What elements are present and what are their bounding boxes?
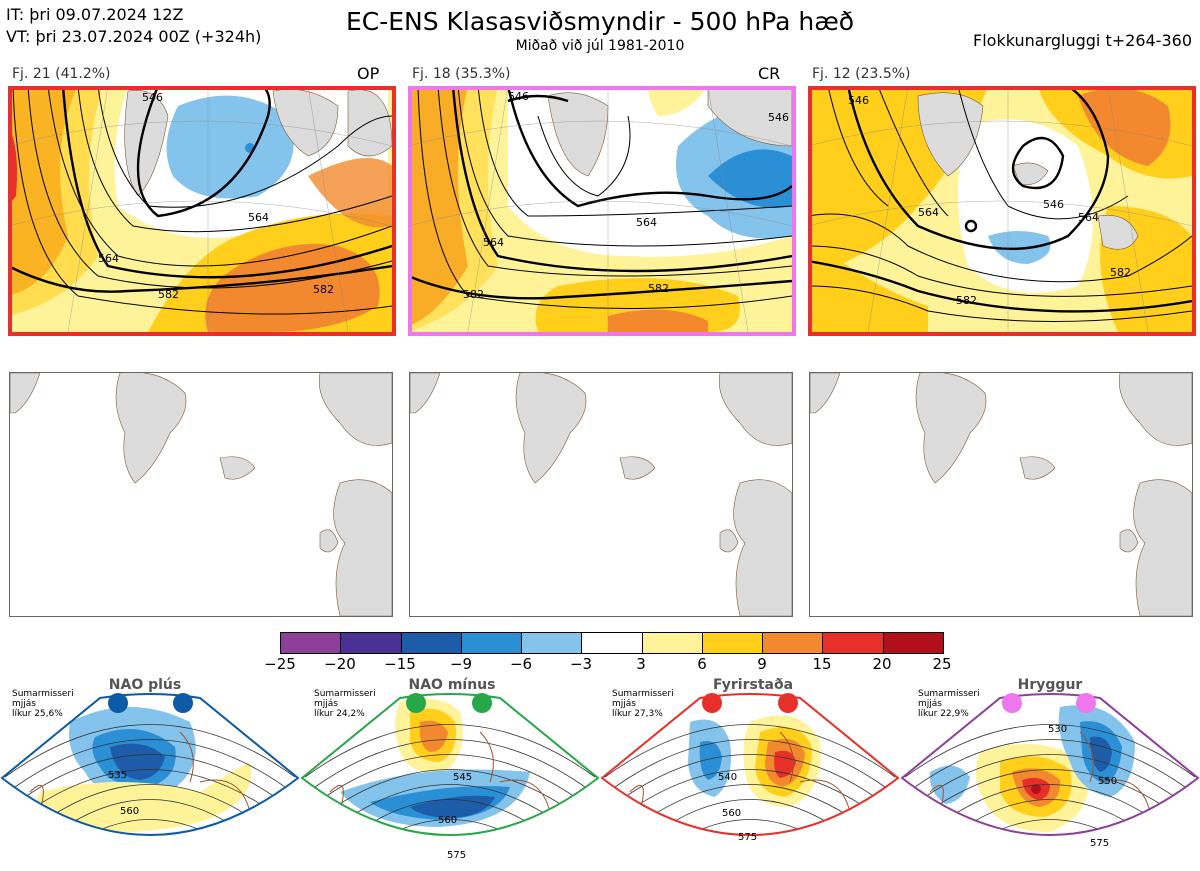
regime-2-dot-left <box>406 693 426 713</box>
contour-label: 564 <box>483 236 504 249</box>
colorbar-swatch <box>883 633 943 653</box>
colorbar-swatch <box>522 633 583 653</box>
contour-label: 545 <box>453 772 472 783</box>
cluster-map-1: 546 564 564 582 582 <box>8 86 392 332</box>
contour-label: 564 <box>248 211 269 224</box>
colorbar-tick: −3 <box>569 655 593 673</box>
contour-label: 546 <box>848 94 869 107</box>
regime-map-1: 535 560 <box>0 692 300 871</box>
contour-label: 546 <box>508 90 529 103</box>
cluster-map-3: 546 546 564 564 582 582 <box>808 86 1192 332</box>
regime-4-title: Hryggur <box>1017 677 1083 693</box>
valid-time: VT: þri 23.07.2024 00Z (+324h) <box>6 27 262 46</box>
cluster-3-label: Fj. 12 (23.5%) <box>812 66 911 82</box>
colorbar-swatch <box>763 633 824 653</box>
regime-3-dot-left <box>702 693 722 713</box>
cluster-2-tag: CR <box>758 64 781 83</box>
contour-label: 546 <box>1043 198 1064 211</box>
contour-label: 564 <box>918 206 939 219</box>
contour-label: 530 <box>1048 724 1067 735</box>
regime-4-dot-right <box>1076 693 1096 713</box>
regime-frame <box>0 693 300 836</box>
colorbar-swatch <box>582 633 643 653</box>
colorbar-tick: 20 <box>872 655 892 673</box>
regime-2-title: NAO mínus <box>408 677 496 693</box>
cluster-1-frame <box>8 86 396 336</box>
contour-label: 564 <box>1078 211 1099 224</box>
colorbar-swatch <box>401 633 462 653</box>
regime-frame <box>300 693 600 836</box>
empty-map-3 <box>809 372 1193 617</box>
colorbar-swatch <box>341 633 402 653</box>
contour-label: 550 <box>1098 776 1117 787</box>
contour-label: 575 <box>1090 838 1109 849</box>
cluster-1-tag: OP <box>357 64 380 83</box>
colorbar <box>280 632 944 654</box>
regime-map-3: 540 560 575 <box>600 692 900 871</box>
colorbar-tick: 3 <box>636 655 646 673</box>
empty-map-2 <box>409 372 793 617</box>
contour-label: 582 <box>463 288 484 301</box>
regime-4-note: Sumarmisseri mjjás líkur 22,9% <box>918 689 980 719</box>
contour-label: 564 <box>636 216 657 229</box>
contour-label: 575 <box>738 832 757 843</box>
contour-label: 560 <box>722 808 741 819</box>
regime-frame <box>600 693 900 836</box>
colorbar-swatch <box>642 633 703 653</box>
regime-4-dot-left <box>1002 693 1022 713</box>
contour-label: 546 <box>768 111 789 124</box>
cluster-2-label: Fj. 18 (35.3%) <box>412 66 511 82</box>
initial-time: IT: þri 09.07.2024 12Z <box>6 5 184 24</box>
regime-1-note: Sumarmisseri mjjás líkur 25,6% <box>12 689 74 719</box>
colorbar-swatch <box>281 633 342 653</box>
colorbar-tick: 25 <box>932 655 952 673</box>
regime-map-2: 545 560 575 <box>300 692 600 871</box>
cluster-1-label: Fj. 21 (41.2%) <box>12 66 111 82</box>
colorbar-tick: −9 <box>449 655 473 673</box>
contour-label: 535 <box>108 770 127 781</box>
regime-map-4: 530 550 575 <box>900 692 1200 871</box>
contour-label: 575 <box>447 850 466 861</box>
page-title: EC-ENS Klasasviðsmyndir - 500 hPa hæð <box>345 7 855 36</box>
colorbar-swatch <box>823 633 884 653</box>
cluster-map-2: 546 546 564 564 582 582 <box>408 86 792 332</box>
contour-label: 564 <box>98 252 119 265</box>
colorbar-tick: −20 <box>324 655 356 673</box>
colorbar-tick: −6 <box>509 655 533 673</box>
colorbar-tick: −25 <box>264 655 296 673</box>
contour-label: 582 <box>313 283 334 296</box>
contour-label: 546 <box>142 91 163 104</box>
contour-label: 560 <box>438 815 457 826</box>
page-subtitle: Miðað við júl 1981-2010 <box>515 38 685 54</box>
contour-label: 540 <box>718 772 737 783</box>
empty-map-1 <box>9 372 393 617</box>
regime-3-note: Sumarmisseri mjjás líkur 27,3% <box>612 689 674 719</box>
regime-1-dot-right <box>173 693 193 713</box>
contour-label: 582 <box>648 282 669 295</box>
contour-label: 582 <box>158 288 179 301</box>
regime-2-note: Sumarmisseri mjjás líkur 24,2% <box>314 689 376 719</box>
contour-label: 582 <box>1110 266 1131 279</box>
cluster-2-frame <box>408 86 796 336</box>
contour-label: 560 <box>120 806 139 817</box>
colorbar-swatch <box>702 633 764 653</box>
regime-3-title: Fyrirstaða <box>712 677 794 693</box>
contour-label: 582 <box>956 294 977 307</box>
colorbar-swatch <box>461 633 523 653</box>
classification-window: Flokkunargluggi t+264-360 <box>973 31 1192 50</box>
regime-1-title: NAO plús <box>108 677 182 693</box>
cluster-3-frame <box>808 86 1196 336</box>
regime-2-dot-right <box>472 693 492 713</box>
colorbar-tick: 9 <box>757 655 767 673</box>
regime-3-dot-right <box>778 693 798 713</box>
regime-1-dot-left <box>108 693 128 713</box>
colorbar-tick: 6 <box>697 655 707 673</box>
colorbar-tick: 15 <box>812 655 832 673</box>
regime-frame <box>900 693 1200 836</box>
colorbar-tick: −15 <box>384 655 416 673</box>
header-dates: IT: þri 09.07.2024 12Z VT: þri 23.07.202… <box>6 4 261 48</box>
